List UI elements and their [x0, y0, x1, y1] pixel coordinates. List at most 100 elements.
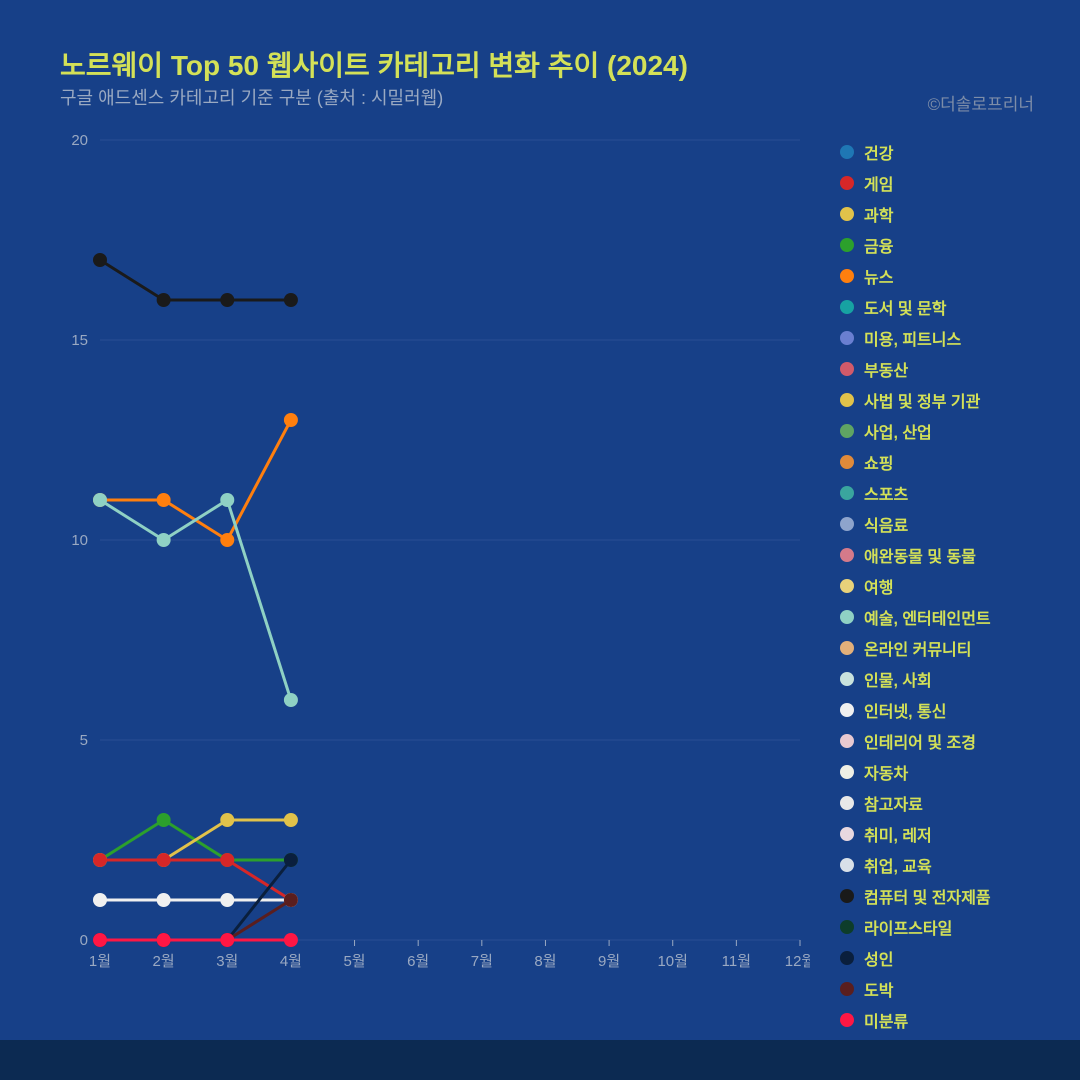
legend-dot-icon	[840, 548, 854, 562]
legend-item: 인물, 사회	[840, 667, 1050, 691]
legend-item: 인터넷, 통신	[840, 698, 1050, 722]
legend-item: 게임	[840, 171, 1050, 195]
legend-dot-icon	[840, 145, 854, 159]
legend-label: 금융	[864, 233, 893, 257]
series-marker	[220, 813, 234, 827]
line-chart: 051015201월2월3월4월5월6월7월8월9월10월11월12월	[60, 130, 810, 990]
legend-dot-icon	[840, 1013, 854, 1027]
series-marker	[284, 853, 298, 867]
legend-label: 애완동물 및 동물	[864, 543, 976, 567]
legend-dot-icon	[840, 300, 854, 314]
series-marker	[220, 853, 234, 867]
legend-dot-icon	[840, 827, 854, 841]
legend-dot-icon	[840, 858, 854, 872]
legend-dot-icon	[840, 331, 854, 345]
legend-label: 건강	[864, 140, 893, 164]
legend-label: 취업, 교육	[864, 853, 932, 877]
series-marker	[284, 413, 298, 427]
legend-dot-icon	[840, 269, 854, 283]
series-marker	[157, 853, 171, 867]
series-marker	[284, 693, 298, 707]
x-axis-label: 6월	[407, 953, 429, 970]
legend-label: 여행	[864, 574, 893, 598]
legend-label: 자동차	[864, 760, 908, 784]
legend-dot-icon	[840, 579, 854, 593]
legend-label: 쇼핑	[864, 450, 893, 474]
legend-label: 도박	[864, 977, 893, 1001]
series-marker	[157, 893, 171, 907]
legend-dot-icon	[840, 982, 854, 996]
legend-item: 취미, 레저	[840, 822, 1050, 846]
legend-item: 뉴스	[840, 264, 1050, 288]
series-line	[100, 500, 291, 700]
series-marker	[220, 493, 234, 507]
legend-item: 사법 및 정부 기관	[840, 388, 1050, 412]
series-line	[100, 900, 291, 940]
legend-dot-icon	[840, 486, 854, 500]
legend-dot-icon	[840, 362, 854, 376]
legend-label: 온라인 커뮤니티	[864, 636, 972, 660]
legend-dot-icon	[840, 796, 854, 810]
x-axis-label: 7월	[471, 953, 493, 970]
legend-label: 예술, 엔터테인먼트	[864, 605, 991, 629]
bottom-bar	[0, 1040, 1080, 1080]
legend-label: 뉴스	[864, 264, 893, 288]
page-root: 노르웨이 Top 50 웹사이트 카테고리 변화 추이 (2024) 구글 애드…	[0, 0, 1080, 1080]
legend-item: 참고자료	[840, 791, 1050, 815]
legend-label: 미분류	[864, 1008, 908, 1032]
legend-item: 금융	[840, 233, 1050, 257]
legend-item: 식음료	[840, 512, 1050, 536]
legend-item: 애완동물 및 동물	[840, 543, 1050, 567]
legend-dot-icon	[840, 889, 854, 903]
legend-label: 참고자료	[864, 791, 923, 815]
legend-label: 인물, 사회	[864, 667, 932, 691]
x-axis-label: 12월	[785, 953, 810, 970]
legend-item: 스포츠	[840, 481, 1050, 505]
chart-title: 노르웨이 Top 50 웹사이트 카테고리 변화 추이 (2024)	[60, 44, 688, 84]
legend-item: 취업, 교육	[840, 853, 1050, 877]
legend-label: 스포츠	[864, 481, 908, 505]
x-axis-label: 9월	[598, 953, 620, 970]
x-axis-label: 1월	[89, 953, 111, 970]
legend-dot-icon	[840, 641, 854, 655]
x-axis-label: 3월	[216, 953, 238, 970]
x-axis-label: 5월	[343, 953, 365, 970]
legend-dot-icon	[840, 238, 854, 252]
legend-label: 취미, 레저	[864, 822, 932, 846]
legend-item: 과학	[840, 202, 1050, 226]
legend-dot-icon	[840, 424, 854, 438]
legend-item: 부동산	[840, 357, 1050, 381]
series-marker	[157, 493, 171, 507]
x-axis-label: 11월	[722, 953, 751, 970]
series-marker	[284, 933, 298, 947]
y-axis-label: 15	[71, 332, 88, 349]
legend-dot-icon	[840, 672, 854, 686]
series-marker	[220, 933, 234, 947]
legend-item: 온라인 커뮤니티	[840, 636, 1050, 660]
series-marker	[93, 493, 107, 507]
legend-dot-icon	[840, 455, 854, 469]
legend-label: 컴퓨터 및 전자제품	[864, 884, 991, 908]
series-line	[100, 260, 291, 300]
series-marker	[284, 293, 298, 307]
legend-item: 사업, 산업	[840, 419, 1050, 443]
legend-dot-icon	[840, 207, 854, 221]
series-marker	[157, 933, 171, 947]
legend-item: 건강	[840, 140, 1050, 164]
legend-label: 라이프스타일	[864, 915, 952, 939]
series-marker	[93, 933, 107, 947]
chart-subtitle: 구글 애드센스 카테고리 기준 구분 (출처 : 시밀러웹)	[60, 84, 443, 110]
legend-item: 예술, 엔터테인먼트	[840, 605, 1050, 629]
legend-label: 성인	[864, 946, 893, 970]
legend-dot-icon	[840, 610, 854, 624]
series-marker	[157, 293, 171, 307]
legend-item: 컴퓨터 및 전자제품	[840, 884, 1050, 908]
legend-dot-icon	[840, 176, 854, 190]
series-marker	[93, 893, 107, 907]
y-axis-label: 5	[80, 732, 88, 749]
legend-label: 인터넷, 통신	[864, 698, 947, 722]
series-marker	[93, 253, 107, 267]
legend-item: 여행	[840, 574, 1050, 598]
legend-label: 식음료	[864, 512, 908, 536]
legend-item: 라이프스타일	[840, 915, 1050, 939]
